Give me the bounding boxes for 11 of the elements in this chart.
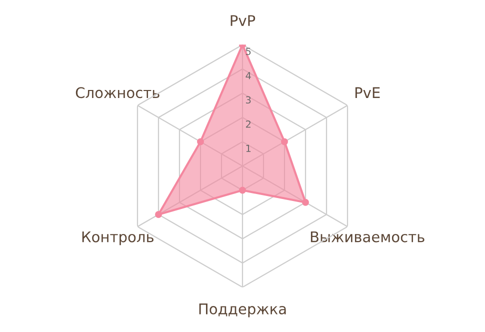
- spoke-label: PvP: [230, 15, 256, 26]
- y-tick-label: 1: [246, 144, 251, 152]
- spoke-label: Поддержка: [199, 304, 286, 318]
- y-tick-label: 2: [246, 120, 250, 128]
- y-tick-label: 3: [246, 96, 251, 104]
- spoke-label: Сложность: [76, 87, 160, 98]
- spoke-label: PvE: [355, 87, 380, 98]
- spoke-label: Выживаемость: [310, 231, 424, 242]
- spoke-label: Контроль: [82, 231, 154, 246]
- y-tick-label: 5: [246, 48, 251, 56]
- y-tick-label: 4: [246, 72, 251, 80]
